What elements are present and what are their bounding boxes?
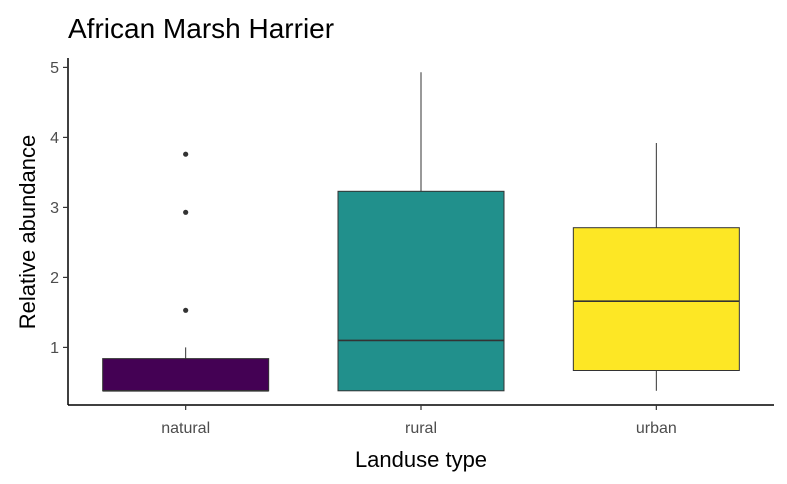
plot-area bbox=[102, 72, 740, 392]
y-tick-label: 4 bbox=[50, 130, 59, 147]
chart-title: African Marsh Harrier bbox=[68, 13, 334, 44]
y-tick-label: 3 bbox=[50, 200, 59, 217]
y-tick-label: 1 bbox=[50, 340, 59, 357]
x-axis-title: Landuse type bbox=[355, 447, 487, 472]
x-tick-label: natural bbox=[161, 420, 210, 437]
outlier-point bbox=[183, 209, 189, 215]
outlier-point bbox=[183, 307, 189, 313]
y-tick-label: 2 bbox=[50, 270, 59, 287]
box-group-urban bbox=[572, 143, 740, 391]
box-natural bbox=[102, 358, 270, 392]
outlier-point bbox=[183, 151, 189, 157]
box-group-natural bbox=[102, 151, 270, 392]
y-axis-title: Relative abundance bbox=[15, 135, 40, 329]
x-tick-label: urban bbox=[636, 420, 677, 437]
box-rural bbox=[337, 190, 505, 392]
y-tick-label: 5 bbox=[50, 60, 59, 77]
box-group-rural bbox=[337, 72, 505, 392]
box-urban bbox=[572, 227, 740, 371]
x-tick-label: rural bbox=[405, 420, 437, 437]
